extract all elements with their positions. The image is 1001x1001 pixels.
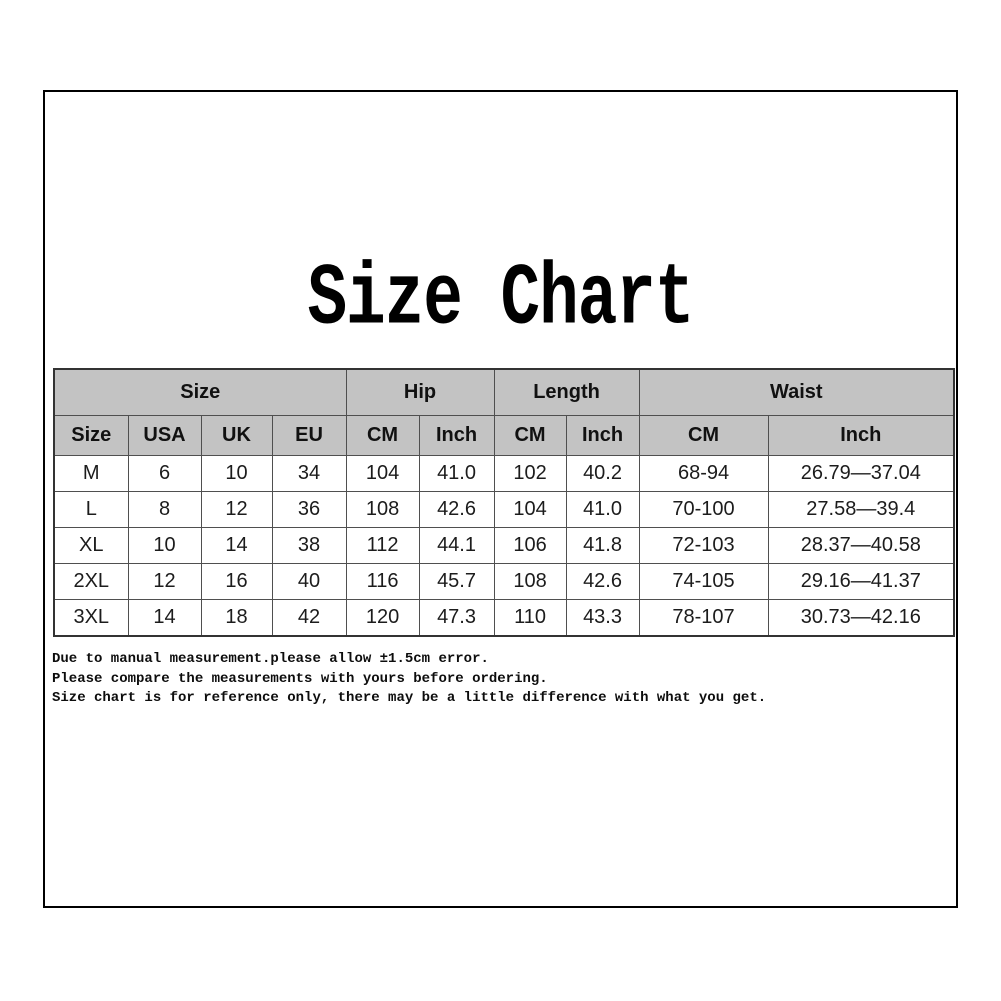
table-row: L 8 12 36 108 42.6 104 41.0 70-100 27.58—39.4 <box>53 491 955 528</box>
column-group-header: Waist <box>638 368 955 416</box>
table-cell: 14 <box>200 527 273 564</box>
column-header: Inch <box>767 415 955 456</box>
table-cell: 44.1 <box>418 527 495 564</box>
table-cell: 43.3 <box>565 599 640 637</box>
table-cell: 68-94 <box>638 455 769 492</box>
table-cell: 12 <box>200 491 273 528</box>
table-cell: 30.73—42.16 <box>767 599 955 637</box>
column-header: CM <box>638 415 769 456</box>
column-header: Size <box>53 415 129 456</box>
note-line: Please compare the measurements with you… <box>52 670 548 687</box>
measurement-notes: Due to manual measurement.please allow ±… <box>52 650 766 709</box>
column-header: Inch <box>565 415 640 456</box>
table-cell: 2XL <box>53 563 129 600</box>
column-group-header: Hip <box>345 368 495 416</box>
table-cell: 16 <box>200 563 273 600</box>
column-header: CM <box>493 415 567 456</box>
table-cell: 74-105 <box>638 563 769 600</box>
table-cell: 40.2 <box>565 455 640 492</box>
note-line: Due to manual measurement.please allow ±… <box>52 651 489 667</box>
table-row: 3XL 14 18 42 120 47.3 110 43.3 78-107 30.73—42.16 <box>53 599 955 637</box>
table-cell: 38 <box>271 527 347 564</box>
column-group-row: Size Hip Length Waist <box>53 368 955 416</box>
table-cell: 12 <box>127 563 202 600</box>
table-cell: 47.3 <box>418 599 495 637</box>
table-cell: 45.7 <box>418 563 495 600</box>
column-group-header: Size <box>53 368 347 416</box>
note-line: Size chart is for reference only, there … <box>52 690 767 706</box>
table-cell: 104 <box>493 491 567 528</box>
table-cell: 108 <box>345 491 420 528</box>
table-cell: 41.0 <box>565 491 640 528</box>
table-cell: 29.16—41.37 <box>767 563 955 600</box>
table-cell: M <box>53 455 129 492</box>
table-cell: 10 <box>127 527 202 564</box>
table-cell: 72-103 <box>638 527 769 564</box>
size-table-head: Size Hip Length Waist Size USA UK EU CM Inch CM In… <box>53 368 955 456</box>
table-cell: 108 <box>493 563 567 600</box>
table-cell: 10 <box>200 455 273 492</box>
table-row: 2XL 12 16 40 116 45.7 108 42.6 74-105 29.16—41.37 <box>53 563 955 600</box>
table-cell: 112 <box>345 527 420 564</box>
table-cell: 3XL <box>53 599 129 637</box>
table-cell: 42.6 <box>418 491 495 528</box>
table-cell: 34 <box>271 455 347 492</box>
table-cell: 116 <box>345 563 420 600</box>
size-table-body: M 6 10 34 104 41.0 102 40.2 68-94 26.79—37.04 L 8 12… <box>53 455 955 637</box>
table-cell: 6 <box>127 455 202 492</box>
table-cell: 8 <box>127 491 202 528</box>
column-header: UK <box>200 415 273 456</box>
page-title: Size Chart <box>307 250 694 349</box>
table-cell: 26.79—37.04 <box>767 455 955 492</box>
table-cell: 104 <box>345 455 420 492</box>
table-cell: L <box>53 491 129 528</box>
table-cell: 42.6 <box>565 563 640 600</box>
column-header: Inch <box>418 415 495 456</box>
table-cell: 27.58—39.4 <box>767 491 955 528</box>
column-header-row: Size USA UK EU CM Inch CM Inch CM Inch <box>53 415 955 456</box>
table-cell: 41.0 <box>418 455 495 492</box>
table-cell: 41.8 <box>565 527 640 564</box>
size-table: Size Hip Length Waist Size USA UK EU CM Inch CM In… <box>53 368 956 637</box>
table-row: M 6 10 34 104 41.0 102 40.2 68-94 26.79—37.04 <box>53 455 955 492</box>
table-cell: 70-100 <box>638 491 769 528</box>
table-cell: 106 <box>493 527 567 564</box>
table-cell: 120 <box>345 599 420 637</box>
column-group-header: Length <box>493 368 640 416</box>
table-cell: 78-107 <box>638 599 769 637</box>
table-cell: 18 <box>200 599 273 637</box>
table-row: XL 10 14 38 112 44.1 106 41.8 72-103 28.37—40.58 <box>53 527 955 564</box>
table-cell: 36 <box>271 491 347 528</box>
table-cell: 40 <box>271 563 347 600</box>
column-header: CM <box>345 415 420 456</box>
table-cell: 28.37—40.58 <box>767 527 955 564</box>
table-cell: 102 <box>493 455 567 492</box>
table-cell: 42 <box>271 599 347 637</box>
table-cell: 110 <box>493 599 567 637</box>
table-cell: 14 <box>127 599 202 637</box>
column-header: USA <box>127 415 202 456</box>
table-cell: XL <box>53 527 129 564</box>
column-header: EU <box>271 415 347 456</box>
